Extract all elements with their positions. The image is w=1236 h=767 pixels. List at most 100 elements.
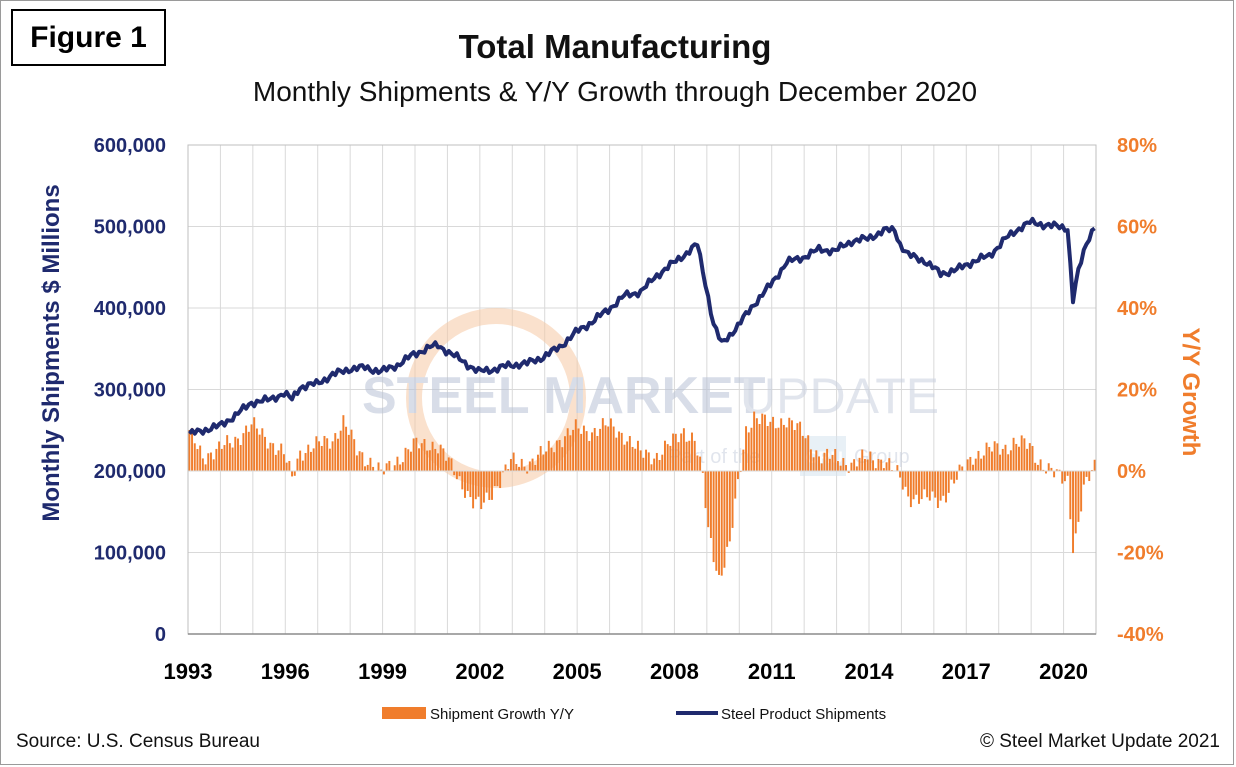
growth-bar xyxy=(1042,469,1045,471)
growth-bar xyxy=(736,471,739,480)
growth-bar xyxy=(850,462,853,471)
growth-bar xyxy=(858,457,861,471)
growth-bar xyxy=(793,429,796,471)
growth-bar xyxy=(847,471,850,473)
growth-bar xyxy=(985,442,988,471)
growth-bar xyxy=(826,448,829,471)
x-tick-label: 2011 xyxy=(748,659,796,684)
growth-bar xyxy=(315,436,318,471)
growth-bar xyxy=(672,433,675,471)
growth-bar xyxy=(523,466,526,471)
growth-bar xyxy=(591,432,593,471)
growth-bar xyxy=(455,471,458,480)
growth-bar xyxy=(780,418,783,471)
growth-bar xyxy=(1063,471,1066,482)
growth-bar xyxy=(836,461,839,471)
growth-bar xyxy=(885,462,888,471)
growth-bar xyxy=(1055,469,1058,471)
right-tick-label: 0% xyxy=(1117,461,1146,483)
growth-bar xyxy=(763,414,766,471)
growth-bar xyxy=(634,448,637,471)
growth-bar xyxy=(926,471,929,498)
growth-bar xyxy=(974,458,977,471)
growth-bar xyxy=(377,462,380,471)
left-tick-label: 600,000 xyxy=(94,135,166,157)
right-tick-label: 80% xyxy=(1117,135,1157,157)
growth-bar xyxy=(461,471,464,490)
growth-bar xyxy=(988,446,991,471)
growth-bar xyxy=(739,471,742,473)
growth-bar xyxy=(272,443,275,471)
growth-bar xyxy=(909,471,912,508)
growth-bar xyxy=(915,471,918,495)
growth-bar xyxy=(774,428,777,471)
watermark-text-left: STEEL MARKET xyxy=(362,367,766,425)
growth-bar xyxy=(542,454,545,471)
shipments-line-group xyxy=(187,216,1096,436)
growth-bar xyxy=(723,471,726,568)
growth-bars xyxy=(188,411,1096,576)
growth-bar xyxy=(1072,471,1075,554)
growth-bar xyxy=(734,471,737,499)
growth-bar xyxy=(485,471,488,493)
growth-bar xyxy=(1093,459,1096,471)
growth-bar xyxy=(939,471,942,501)
growth-bar xyxy=(366,464,369,471)
growth-bar xyxy=(604,425,607,471)
growth-bar xyxy=(388,460,391,471)
growth-bar xyxy=(439,444,442,471)
x-tick-label: 1993 xyxy=(164,659,213,684)
growth-bar xyxy=(364,466,366,471)
growth-bar xyxy=(518,466,521,471)
figure-label: Figure 1 xyxy=(11,9,166,66)
x-tick-label: 2008 xyxy=(650,659,699,684)
growth-bar xyxy=(901,471,904,490)
growth-bar xyxy=(574,419,577,471)
growth-bar xyxy=(258,434,261,471)
growth-bar xyxy=(234,436,237,471)
growth-bar xyxy=(372,466,375,471)
growth-bar xyxy=(907,471,910,497)
growth-bar xyxy=(334,433,337,471)
growth-bar xyxy=(534,464,537,471)
growth-bar xyxy=(1031,445,1034,471)
growth-bar xyxy=(242,433,245,471)
growth-bar xyxy=(580,433,583,471)
growth-bar xyxy=(1045,471,1047,474)
growth-bar xyxy=(569,435,572,471)
growth-bar xyxy=(677,442,680,471)
growth-bar xyxy=(863,458,866,471)
growth-bar xyxy=(464,471,466,498)
growth-bar xyxy=(766,425,769,471)
growth-bar xyxy=(758,424,761,471)
growth-bar xyxy=(469,471,472,498)
growth-bar xyxy=(642,457,645,471)
growth-bar xyxy=(261,428,264,471)
growth-bar xyxy=(680,433,683,471)
growth-bar xyxy=(663,440,666,471)
growth-bar xyxy=(472,471,475,509)
growth-bar xyxy=(358,451,361,471)
growth-bar xyxy=(307,444,310,471)
right-tick-label: -40% xyxy=(1117,624,1164,646)
growth-bar xyxy=(1069,471,1072,520)
growth-bar xyxy=(418,448,421,471)
growth-bar xyxy=(507,469,510,471)
growth-bar xyxy=(520,458,523,471)
growth-bar xyxy=(253,417,256,471)
growth-bar xyxy=(350,429,353,471)
growth-bar xyxy=(931,471,934,492)
growth-bar xyxy=(1020,435,1023,471)
growth-bar xyxy=(872,460,875,471)
growth-bar xyxy=(474,471,477,500)
growth-bar xyxy=(707,471,710,528)
growth-bar xyxy=(326,438,329,471)
growth-bar xyxy=(636,440,639,471)
growth-bar xyxy=(688,440,691,471)
growth-bar xyxy=(296,458,299,471)
growth-bar xyxy=(577,428,580,471)
growth-bar xyxy=(299,450,302,471)
growth-bar xyxy=(226,435,229,471)
chart-title: Total Manufacturing xyxy=(458,28,772,65)
